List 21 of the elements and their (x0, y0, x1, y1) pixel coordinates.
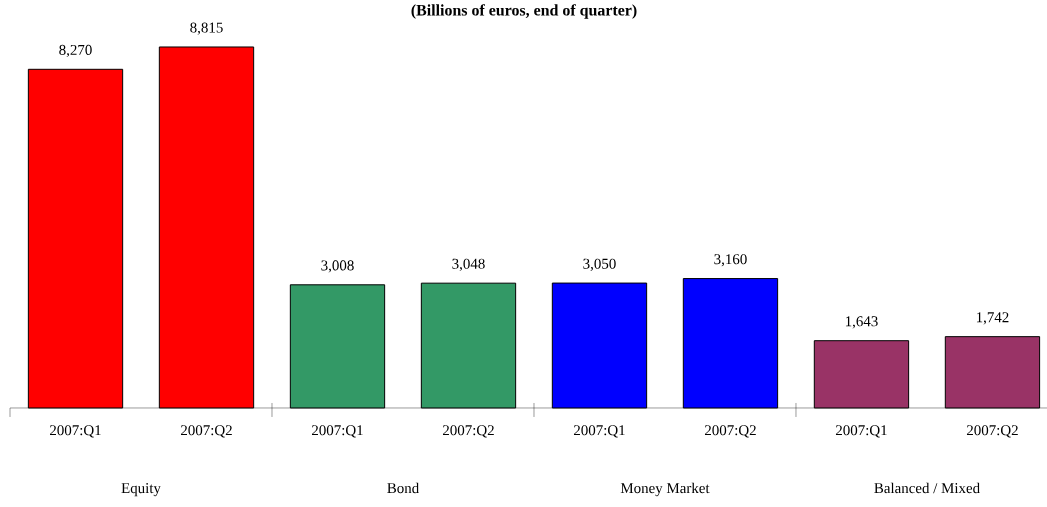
data-label: 1,643 (845, 316, 878, 329)
text: Balanced / Mixed (874, 482, 980, 494)
text: Equity (121, 483, 161, 497)
x-tick-label: 2007:Q1 (835, 425, 887, 438)
x-tick-label: 2007:Q1 (312, 425, 363, 438)
x-tick-label: 2007:Q2 (442, 425, 494, 438)
data-label: 1,742 (976, 312, 1009, 325)
data-label: 3,050 (583, 258, 616, 271)
data-label: 3,048 (452, 258, 485, 271)
data-label: 8,815 (190, 22, 223, 35)
data-label: 3,008 (321, 260, 354, 273)
chart-title: (Billions of euros, end of quarter) (411, 4, 637, 19)
x-tick-label: 2007:Q2 (181, 425, 232, 438)
x-tick-label: 2007:Q2 (704, 425, 756, 438)
data-label: 8,270 (59, 44, 92, 58)
x-tick-label: 2007:Q1 (50, 425, 101, 438)
x-tick-label: 2007:Q2 (966, 425, 1018, 438)
x-tick-label: 2007:Q1 (573, 425, 625, 438)
text: Money Market (620, 482, 710, 497)
data-label: 3,160 (714, 254, 747, 267)
text: Bond (387, 482, 419, 494)
